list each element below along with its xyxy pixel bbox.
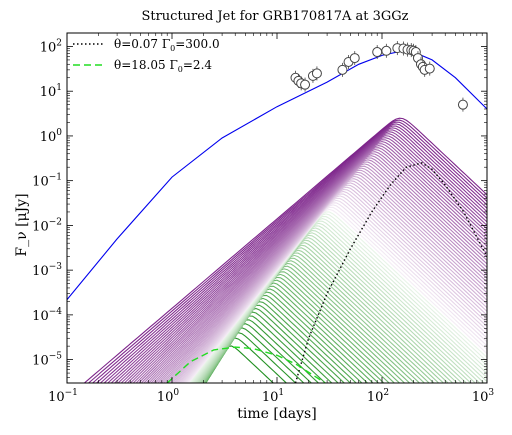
- component-curve: [83, 117, 487, 383]
- y-tick-label: 100: [40, 128, 63, 145]
- chart-title: Structured Jet for GRB170817A at 3GGz: [141, 9, 408, 24]
- plot-area: [67, 41, 487, 383]
- component-curve: [162, 171, 487, 383]
- x-tick-label: 101: [262, 388, 284, 405]
- component-curve: [204, 332, 297, 383]
- legend-label-1: θ=18.05 Γ0=2.4: [114, 58, 212, 74]
- component-curve: [204, 282, 385, 383]
- legend-label-0: θ=0.07 Γ0=300.0: [114, 37, 220, 53]
- component-curve: [204, 276, 396, 383]
- component-curve: [204, 288, 374, 383]
- component-curve: [173, 184, 487, 383]
- component-curve: [161, 169, 487, 383]
- component-curve: [150, 159, 487, 383]
- component-curve: [113, 133, 487, 383]
- component-curve: [204, 285, 380, 383]
- component-curve: [91, 121, 487, 383]
- component-curve: [205, 301, 352, 383]
- component-curve: [154, 163, 487, 383]
- plot-frame: [66, 32, 488, 384]
- x-tick-label: 10−1: [48, 388, 78, 405]
- component-curve: [123, 139, 487, 383]
- component-curve: [205, 294, 363, 383]
- component-curve: [204, 315, 327, 383]
- component-curve: [171, 182, 487, 383]
- component-curve: [129, 143, 487, 383]
- component-curve: [170, 180, 487, 383]
- component-curve: [204, 319, 320, 383]
- observation-point: [311, 68, 322, 79]
- component-curve: [147, 157, 487, 383]
- component-curve: [159, 167, 487, 383]
- component-curve: [95, 123, 487, 383]
- component-curve: [204, 291, 369, 383]
- y-tick-label: 101: [40, 83, 62, 100]
- observation-point: [424, 63, 435, 74]
- component-curve: [103, 127, 487, 383]
- y-tick-label: 10−5: [32, 352, 62, 369]
- total-line: [67, 50, 487, 300]
- y-tick-label: 10−4: [32, 307, 62, 324]
- observation-point: [349, 53, 360, 64]
- component-curve: [166, 175, 487, 383]
- x-axis-label: time [days]: [237, 406, 316, 422]
- component-curve: [117, 135, 487, 383]
- component-curve: [135, 147, 487, 383]
- wing-component-line: [166, 346, 327, 383]
- component-curve: [143, 153, 487, 383]
- x-axis: 10−1 100 101 102 103: [48, 33, 494, 405]
- component-curve: [132, 145, 487, 383]
- component-curve: [204, 337, 288, 383]
- legend: θ=0.07 Γ0=300.0 θ=18.05 Γ0=2.4: [73, 37, 220, 74]
- component-curve: [205, 304, 346, 383]
- observation-point: [337, 64, 348, 75]
- y-tick-label: 10−1: [32, 173, 62, 190]
- y-tick-label: 102: [40, 38, 62, 55]
- component-curve: [140, 151, 487, 383]
- component-curve: [126, 141, 487, 383]
- observation-point: [300, 79, 311, 90]
- y-tick-label: 10−3: [32, 262, 62, 279]
- x-tick-label: 102: [367, 388, 389, 405]
- observation-point: [457, 99, 468, 110]
- y-tick-label: 10−2: [32, 217, 62, 234]
- component-curve: [204, 327, 305, 383]
- component-curve: [174, 186, 487, 383]
- component-curve: [204, 279, 390, 383]
- component-curve: [205, 297, 357, 383]
- component-curve: [110, 131, 487, 383]
- component-curve: [137, 149, 487, 383]
- component-curve: [145, 155, 487, 383]
- x-tick-label: 100: [157, 388, 180, 405]
- observation-point: [381, 45, 392, 56]
- component-curve: [204, 311, 333, 383]
- component-curve: [156, 165, 487, 383]
- component-curve: [120, 137, 487, 383]
- y-axis-label: F_ν [μJy]: [14, 193, 30, 256]
- component-curve: [87, 119, 487, 383]
- component-curve: [164, 173, 487, 383]
- observation-point: [372, 47, 383, 58]
- y-axis: 10−5 10−4 10−3 10−2 10−1 100 101 102: [32, 32, 487, 384]
- component-curve: [168, 178, 487, 383]
- component-curve: [204, 323, 313, 383]
- component-curve: [205, 307, 339, 383]
- component-curve: [99, 125, 487, 383]
- x-tick-label: 103: [472, 388, 495, 405]
- component-curve: [152, 161, 487, 383]
- observations: [290, 41, 468, 112]
- component-curve: [106, 129, 487, 383]
- component-curves: [83, 117, 487, 383]
- core-component-line: [294, 162, 487, 383]
